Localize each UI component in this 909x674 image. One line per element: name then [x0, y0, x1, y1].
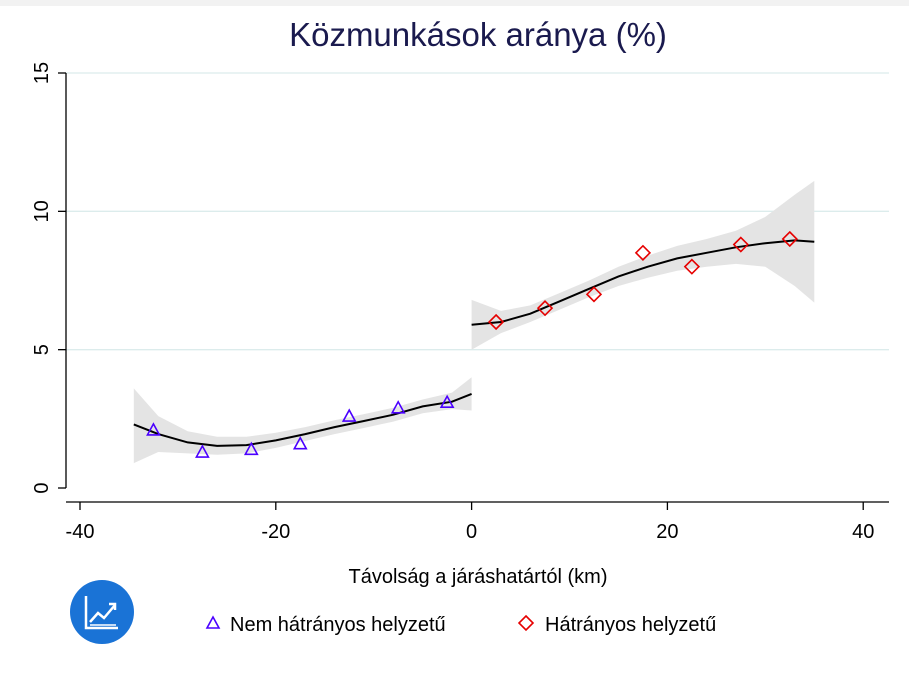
data-points	[146, 230, 798, 458]
fit-line-series-0	[133, 392, 472, 447]
top-strip	[0, 0, 909, 6]
y-tick-label-10: 10	[31, 200, 53, 222]
confidence-bands	[133, 180, 815, 464]
y-tick-label-5: 5	[31, 344, 53, 355]
data-point-series-1-0	[487, 313, 505, 331]
data-point-series-0-2	[243, 441, 259, 456]
line-chart-icon	[84, 596, 118, 630]
fit-lines	[133, 239, 815, 447]
y-tick-label-15: 15	[31, 62, 53, 84]
data-point-series-1-1	[536, 300, 554, 317]
x-tick-label-20: 20	[656, 521, 678, 543]
legend-marker-series-0	[205, 615, 221, 629]
data-point-series-0-3	[292, 436, 308, 450]
legend-label-series-0: Nem hátrányos helyzetű	[230, 614, 446, 636]
ci-band-series-0	[133, 377, 472, 464]
x-tick-label--40: -40	[66, 521, 95, 543]
x-tick-label--20: -20	[261, 521, 290, 543]
data-point-series-0-5	[390, 400, 406, 414]
data-point-series-1-2	[585, 286, 603, 303]
data-point-series-1-5	[732, 236, 749, 253]
data-point-series-0-1	[195, 444, 210, 458]
x-axis-title: Távolság a járáshatártól (km)	[349, 566, 608, 588]
x-tick-label-0: 0	[466, 521, 477, 543]
grid-lines	[66, 72, 889, 351]
legend-label-series-1: Hátrányos helyzetű	[545, 614, 716, 636]
y-tick-label-0: 0	[31, 482, 53, 493]
legend-marker-series-1	[517, 614, 535, 632]
data-point-series-0-4	[341, 408, 357, 422]
legend: Nem hátrányos helyzetű Hátrányos helyzetű	[205, 614, 716, 636]
data-point-series-1-4	[683, 258, 701, 275]
data-point-series-0-6	[439, 394, 455, 409]
app-badge-button[interactable]	[70, 580, 134, 644]
ci-band-series-1	[471, 180, 815, 350]
chart-title: Közmunkások aránya (%)	[289, 16, 667, 53]
data-point-series-1-6	[781, 230, 798, 248]
fit-line-series-1	[471, 239, 815, 326]
data-point-series-0-0	[146, 422, 161, 436]
axes: 0 5 10 15 -40 -20 0 20 40	[31, 62, 889, 543]
data-point-series-1-3	[634, 244, 652, 261]
x-tick-label-40: 40	[852, 521, 874, 543]
